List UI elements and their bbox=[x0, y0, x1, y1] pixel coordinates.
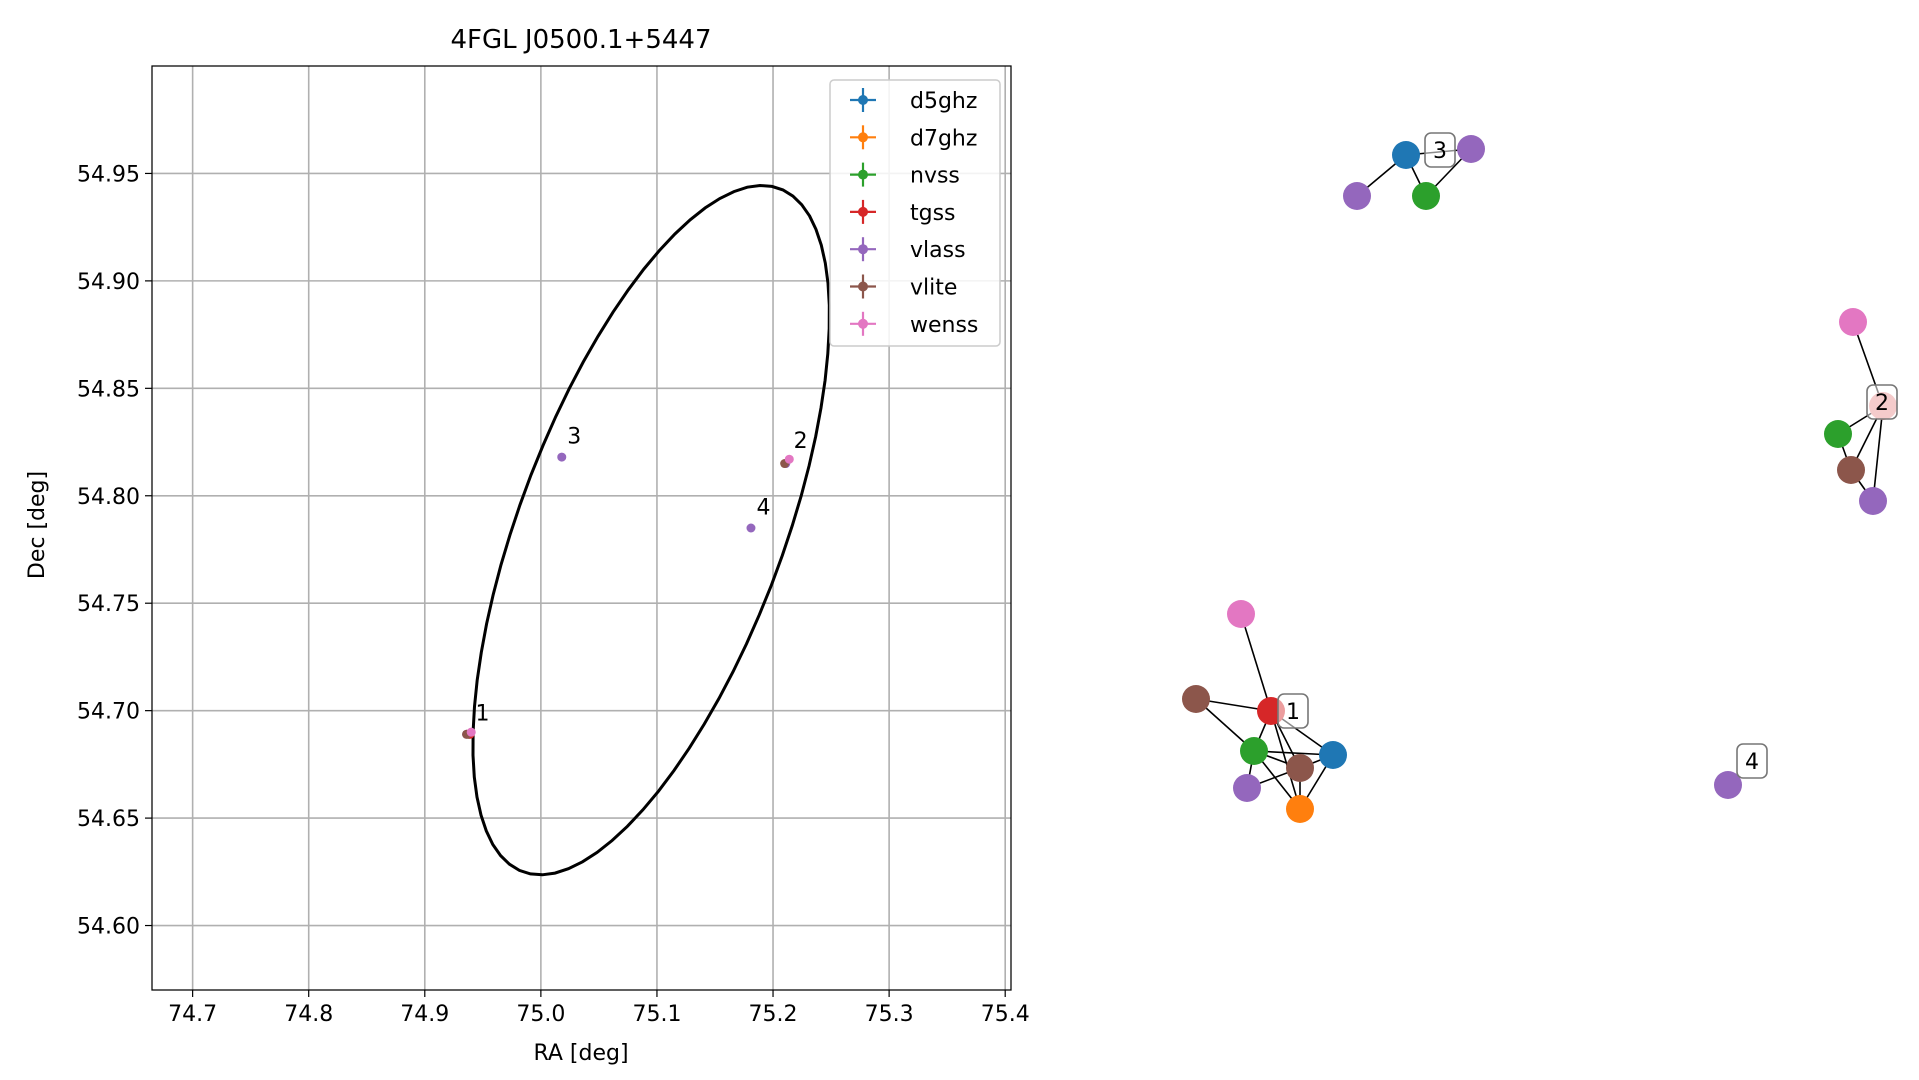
network-node-vlass bbox=[1343, 182, 1371, 210]
x-tick-label: 75.4 bbox=[981, 1002, 1030, 1027]
legend-label: vlite bbox=[910, 276, 957, 301]
network-node-vlite bbox=[1286, 754, 1314, 782]
legend-swatch-marker bbox=[858, 132, 868, 143]
legend-swatch-marker bbox=[858, 95, 868, 105]
cluster-labels: 1 2 3 4 bbox=[1277, 132, 1898, 779]
legend-label: tgss bbox=[910, 201, 956, 226]
network-edge bbox=[1240, 613, 1272, 712]
network-panel: 1 2 3 4 bbox=[1182, 132, 1898, 823]
network-node-vlass bbox=[1859, 487, 1887, 515]
error-ellipse bbox=[471, 183, 831, 877]
x-axis-label: RA [deg] bbox=[533, 1041, 628, 1066]
point-annotation: 2 bbox=[794, 429, 808, 454]
network-node-nvss bbox=[1240, 737, 1268, 765]
legend-entry-d5ghz: d5ghz bbox=[850, 88, 977, 114]
legend-entry-vlite: vlite bbox=[850, 274, 957, 301]
point-annotations: 1 2 3 4 bbox=[476, 424, 808, 726]
cluster-label-box bbox=[1736, 743, 1768, 779]
x-tick-label: 74.7 bbox=[168, 1002, 217, 1027]
network-node-d5ghz bbox=[1319, 741, 1347, 769]
legend-swatch-marker bbox=[858, 318, 868, 329]
axes-frame bbox=[151, 65, 1012, 991]
network-node-vlite bbox=[1837, 456, 1865, 484]
network-edge bbox=[1270, 710, 1301, 810]
network-node-d5ghz bbox=[1392, 141, 1420, 169]
network-node-vlass bbox=[1714, 771, 1742, 799]
data-point-vlass bbox=[557, 452, 567, 462]
cluster-label-box bbox=[1866, 384, 1898, 420]
y-tick-label: 54.90 bbox=[77, 270, 140, 295]
data-points bbox=[462, 452, 794, 739]
legend-box bbox=[829, 79, 1001, 347]
cluster-label-box bbox=[1277, 693, 1309, 729]
cluster-label-2: 2 bbox=[1866, 384, 1898, 420]
data-point-vlass bbox=[746, 523, 756, 533]
x-tick-label: 74.9 bbox=[400, 1002, 449, 1027]
legend-swatch-marker bbox=[858, 281, 868, 292]
y-tick-label: 54.65 bbox=[77, 807, 140, 832]
legend-entry-wenss: wenss bbox=[850, 311, 978, 338]
cluster-label-text: 4 bbox=[1745, 750, 1759, 775]
y-axis-label: Dec [deg] bbox=[25, 471, 50, 579]
network-node-vlass bbox=[1233, 774, 1261, 802]
legend: d5ghz d7ghz nvss tgss vlass vlite wenss bbox=[829, 79, 1001, 347]
data-point-wenss bbox=[466, 727, 476, 737]
network-edge bbox=[1872, 405, 1884, 502]
network-node-wenss bbox=[1227, 600, 1255, 628]
x-tick-label: 75.3 bbox=[865, 1002, 914, 1027]
x-tick-label: 75.1 bbox=[632, 1002, 681, 1027]
x-axis-ticks: 74.7 74.8 74.9 75.0 75.1 75.2 75.3 75.4 bbox=[168, 990, 1030, 1027]
scatter-panel: 1 2 3 4 74.7 74.8 74.9 75.0 75.1 75.2 75.3 75.4 54… bbox=[25, 25, 1030, 1066]
legend-label: nvss bbox=[910, 164, 960, 189]
legend-label: vlass bbox=[910, 238, 966, 263]
x-tick-label: 75.2 bbox=[749, 1002, 798, 1027]
cluster-label-3: 3 bbox=[1424, 132, 1456, 168]
x-tick-label: 74.8 bbox=[284, 1002, 333, 1027]
error-ellipse-layer bbox=[471, 183, 831, 877]
y-tick-label: 54.75 bbox=[77, 592, 140, 617]
cluster-label-1: 1 bbox=[1277, 693, 1309, 729]
legend-entry-nvss: nvss bbox=[850, 162, 960, 189]
y-axis-ticks: 54.60 54.65 54.70 54.75 54.80 54.85 54.90 54.95 bbox=[77, 162, 152, 940]
cluster-label-text: 3 bbox=[1433, 139, 1447, 164]
cluster-label-4: 4 bbox=[1736, 743, 1768, 779]
chart-title: 4FGL J0500.1+5447 bbox=[451, 25, 712, 55]
legend-swatch-marker bbox=[858, 206, 868, 217]
y-tick-label: 54.80 bbox=[77, 485, 140, 510]
legend-label: d5ghz bbox=[910, 89, 977, 114]
y-tick-label: 54.70 bbox=[77, 700, 140, 725]
legend-entry-vlass: vlass bbox=[850, 237, 966, 263]
point-annotation: 4 bbox=[756, 495, 770, 520]
legend-swatch-marker bbox=[858, 169, 868, 180]
y-tick-label: 54.85 bbox=[77, 377, 140, 402]
legend-label: wenss bbox=[910, 313, 978, 338]
network-node-nvss bbox=[1824, 420, 1852, 448]
y-tick-label: 54.60 bbox=[77, 915, 140, 940]
cluster-label-box bbox=[1424, 132, 1456, 168]
x-tick-label: 75.0 bbox=[516, 1002, 565, 1027]
point-annotation: 3 bbox=[567, 424, 581, 449]
cluster-label-text: 1 bbox=[1286, 700, 1300, 725]
legend-swatch-marker bbox=[858, 244, 868, 255]
grid bbox=[152, 66, 1011, 990]
legend-entry-d7ghz: d7ghz bbox=[850, 125, 977, 151]
legend-entry-tgss: tgss bbox=[850, 199, 956, 226]
network-node-vlite bbox=[1182, 685, 1210, 713]
legend-label: d7ghz bbox=[910, 126, 977, 151]
y-tick-label: 54.95 bbox=[77, 162, 140, 187]
network-node-nvss bbox=[1412, 182, 1440, 210]
network-node-wenss bbox=[1839, 308, 1867, 336]
cluster-label-text: 2 bbox=[1875, 391, 1889, 416]
network-node-d7ghz bbox=[1286, 795, 1314, 823]
network-node-vlass bbox=[1457, 135, 1485, 163]
point-annotation: 1 bbox=[476, 702, 490, 727]
data-point-wenss bbox=[784, 454, 794, 464]
